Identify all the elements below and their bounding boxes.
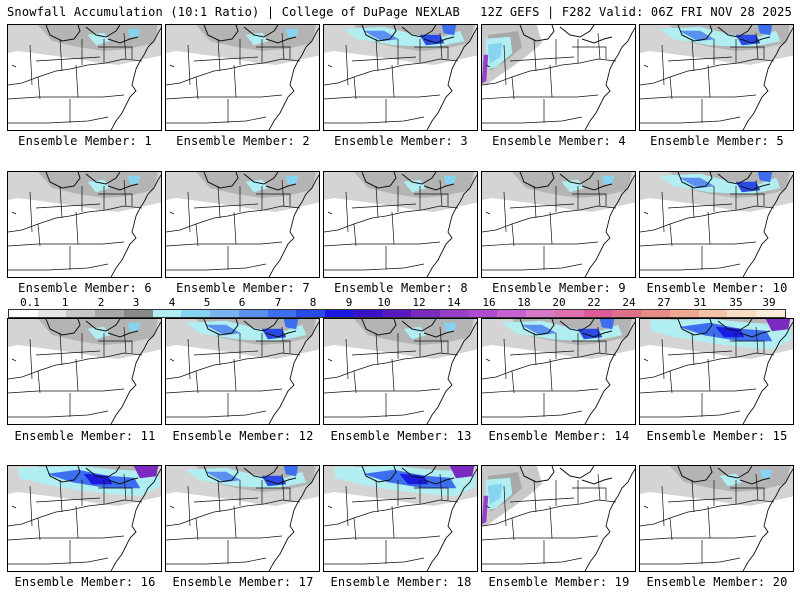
colorbar-tick-label: 31 (693, 296, 707, 309)
ensemble-member-label: Ensemble Member: 14 (488, 429, 630, 443)
colorbar-segment (9, 310, 38, 317)
colorbar-tick-label: 8 (309, 296, 317, 309)
ensemble-member-label: Ensemble Member: 11 (14, 429, 156, 443)
ensemble-member-label: Ensemble Member: 5 (650, 134, 784, 148)
colorbar-tick-label: 12 (412, 296, 426, 309)
colorbar-tick-label: 14 (447, 296, 461, 309)
ensemble-member-label: Ensemble Member: 8 (334, 281, 468, 295)
ensemble-member-label: Ensemble Member: 7 (176, 281, 310, 295)
ensemble-map-20 (639, 465, 794, 572)
colorbar-tick-label: 7 (274, 296, 282, 309)
colorbar-tick-label: 5 (203, 296, 211, 309)
ensemble-member-label: Ensemble Member: 10 (646, 281, 788, 295)
ensemble-map-13 (323, 318, 478, 425)
ensemble-map-16 (7, 465, 162, 572)
colorbar-segment (497, 310, 527, 317)
ensemble-map-3 (323, 24, 478, 131)
colorbar-segment (554, 310, 584, 317)
ensemble-member-label: Ensemble Member: 6 (18, 281, 152, 295)
ensemble-member-label: Ensemble Member: 19 (488, 575, 630, 589)
colorbar-segment (37, 310, 67, 317)
ensemble-map-14 (481, 318, 636, 425)
ensemble-map-9 (481, 171, 636, 278)
colorbar-segment (468, 310, 498, 317)
colorbar-segment (756, 310, 785, 317)
ensemble-member-label: Ensemble Member: 1 (18, 134, 152, 148)
model-run-info: 12Z GEFS | F282 Valid: 06Z FRI NOV 28 20… (480, 5, 792, 19)
ensemble-map-5 (639, 24, 794, 131)
colorbar-tick-label: 16 (482, 296, 496, 309)
ensemble-member-label: Ensemble Member: 13 (330, 429, 472, 443)
ensemble-map-11 (7, 318, 162, 425)
colorbar-segment (210, 310, 239, 317)
colorbar-segment (440, 310, 469, 317)
ensemble-member-label: Ensemble Member: 9 (492, 281, 626, 295)
ensemble-member-label: Ensemble Member: 17 (172, 575, 314, 589)
colorbar-tick-label: 3 (132, 296, 140, 309)
snowfall-colorbar (8, 309, 786, 318)
colorbar-segment (296, 310, 326, 317)
colorbar-segment (526, 310, 555, 317)
colorbar-segment (325, 310, 354, 317)
colorbar-tick-label: 9 (345, 296, 353, 309)
colorbar-segment (583, 310, 613, 317)
ensemble-map-6 (7, 171, 162, 278)
colorbar-tick-label: 6 (238, 296, 246, 309)
colorbar-tick-label: 0.1 (20, 296, 40, 309)
chart-title: Snowfall Accumulation (10:1 Ratio) | Col… (7, 5, 460, 19)
ensemble-member-label: Ensemble Member: 18 (330, 575, 472, 589)
colorbar-tick-label: 27 (657, 296, 671, 309)
colorbar-segment (238, 310, 268, 317)
colorbar-segment (123, 310, 153, 317)
ensemble-map-12 (165, 318, 320, 425)
colorbar-segment (267, 310, 297, 317)
ensemble-map-18 (323, 465, 478, 572)
colorbar-tick-label: 22 (587, 296, 601, 309)
ensemble-map-7 (165, 171, 320, 278)
ensemble-map-15 (639, 318, 794, 425)
colorbar-segment (181, 310, 211, 317)
colorbar-segment (641, 310, 670, 317)
ensemble-map-8 (323, 171, 478, 278)
colorbar-segment (152, 310, 182, 317)
ensemble-map-10 (639, 171, 794, 278)
ensemble-map-2 (165, 24, 320, 131)
colorbar-tick-label: 39 (762, 296, 776, 309)
ensemble-map-19 (481, 465, 636, 572)
ensemble-member-label: Ensemble Member: 4 (492, 134, 626, 148)
colorbar-tick-label: 24 (622, 296, 636, 309)
colorbar-segment (669, 310, 699, 317)
colorbar-tick-label: 20 (552, 296, 566, 309)
ensemble-map-4 (481, 24, 636, 131)
colorbar-segment (353, 310, 383, 317)
colorbar-tick-label: 10 (377, 296, 391, 309)
colorbar-segment (612, 310, 642, 317)
colorbar-segment (66, 310, 96, 317)
colorbar-tick-label: 2 (97, 296, 105, 309)
colorbar-segment (727, 310, 757, 317)
ensemble-member-label: Ensemble Member: 2 (176, 134, 310, 148)
colorbar-segment (698, 310, 728, 317)
ensemble-member-label: Ensemble Member: 15 (646, 429, 788, 443)
colorbar-tick-label: 4 (168, 296, 176, 309)
ensemble-member-label: Ensemble Member: 16 (14, 575, 156, 589)
colorbar-tick-label: 18 (517, 296, 531, 309)
ensemble-member-label: Ensemble Member: 20 (646, 575, 788, 589)
colorbar-segment (95, 310, 124, 317)
ensemble-map-17 (165, 465, 320, 572)
ensemble-member-label: Ensemble Member: 12 (172, 429, 314, 443)
ensemble-map-1 (7, 24, 162, 131)
colorbar-tick-label: 35 (729, 296, 743, 309)
colorbar-tick-label: 1 (61, 296, 69, 309)
colorbar-segment (411, 310, 441, 317)
ensemble-member-label: Ensemble Member: 3 (334, 134, 468, 148)
colorbar-segment (382, 310, 412, 317)
